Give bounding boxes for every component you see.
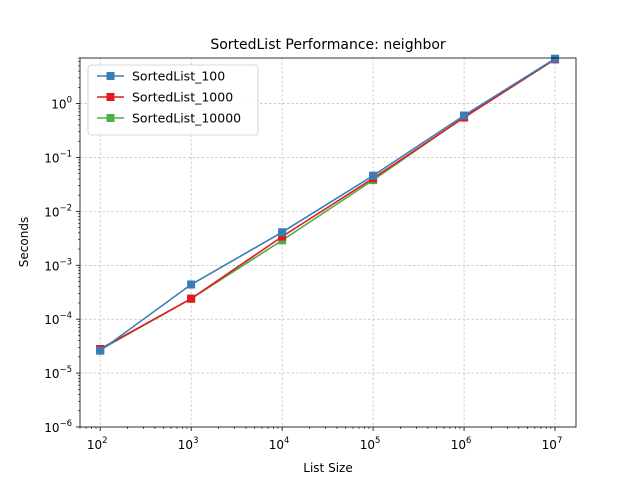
data-point [551, 54, 560, 63]
legend-marker [106, 93, 115, 101]
x-tick-label: 107 [542, 436, 563, 452]
series-layer [96, 54, 560, 355]
y-tick-label: 10−2 [44, 203, 72, 219]
x-axis-ticks: 102 103 104 105 106 107 [79, 427, 563, 452]
legend: SortedList_100 SortedList_1000 SortedList_… [87, 64, 259, 136]
legend-label: SortedList_10000 [132, 111, 241, 126]
series-SortedList_100 [96, 54, 560, 355]
legend-label: SortedList_100 [132, 69, 225, 84]
data-point [278, 232, 287, 241]
y-tick-label: 10−5 [44, 365, 72, 381]
y-tick-label: 100 [51, 96, 72, 112]
x-tick-label: 105 [360, 436, 381, 452]
legend-item: SortedList_100 [97, 69, 225, 84]
x-tick-label: 103 [178, 436, 199, 452]
y-axis-label: Seconds [17, 217, 31, 267]
series-line [99, 58, 556, 352]
y-tick-label: 10−3 [44, 257, 72, 273]
legend-marker [106, 114, 115, 122]
legend-box [87, 64, 259, 136]
data-point [187, 280, 196, 289]
data-point [96, 346, 105, 355]
y-tick-label: 10−4 [44, 311, 72, 327]
data-point [460, 111, 469, 120]
data-point [369, 171, 378, 180]
y-tick-label: 10−1 [44, 149, 72, 165]
legend-item: SortedList_10000 [97, 111, 241, 126]
y-tick-label: 10−6 [44, 419, 72, 435]
x-axis-label: List Size [303, 461, 352, 475]
chart-title: SortedList Performance: neighbor [210, 37, 446, 53]
x-tick-label: 102 [87, 436, 108, 452]
x-tick-label: 106 [451, 436, 472, 452]
legend-marker [106, 72, 115, 80]
series-line [99, 58, 556, 350]
plot-frame [79, 57, 577, 428]
x-tick-label: 104 [269, 436, 290, 452]
y-axis-ticks: 10−6 10−5 10−4 10−3 10−2 10−1 100 [44, 57, 80, 435]
data-point [278, 228, 287, 237]
data-point [187, 294, 196, 303]
legend-item: SortedList_1000 [97, 90, 233, 105]
legend-label: SortedList_1000 [132, 90, 233, 105]
